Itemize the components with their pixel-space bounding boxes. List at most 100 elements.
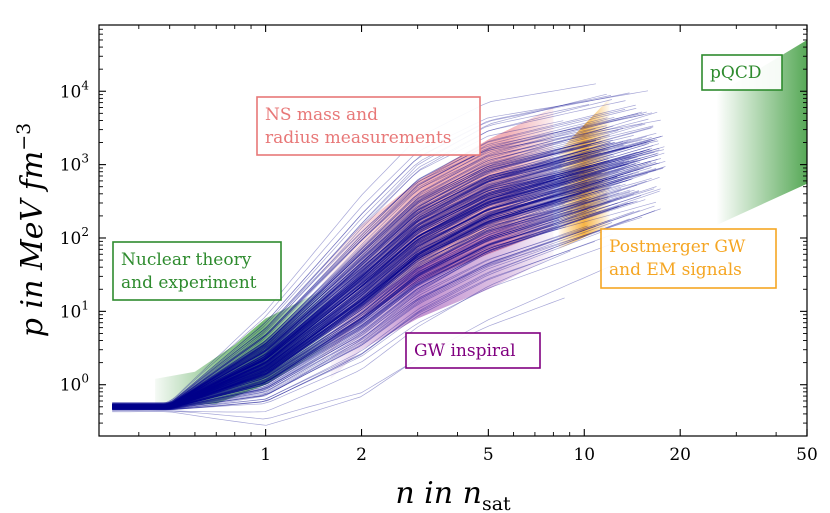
eos-curve	[112, 201, 634, 409]
eos-curve	[112, 208, 661, 410]
eos-curve	[112, 148, 653, 407]
eos-curve	[112, 192, 620, 408]
y-axis-title: p in MeV fm−3	[13, 123, 50, 337]
eos-curve	[112, 155, 615, 407]
eos-curve	[112, 170, 557, 407]
eos-curve	[112, 168, 591, 408]
x-tick-label: 10	[573, 445, 595, 465]
eos-curve	[112, 166, 639, 408]
eos-curve	[112, 181, 572, 407]
nuclear-theory-band	[155, 286, 331, 407]
eos-curve	[112, 107, 637, 405]
eos-curve	[112, 168, 625, 408]
eos-curve	[112, 161, 641, 409]
eos-curve	[112, 154, 658, 407]
eos-curve	[112, 173, 634, 408]
eos-curve	[112, 150, 645, 408]
eos-curve	[112, 205, 595, 409]
eos-curve	[112, 175, 577, 407]
ns-mass-box-line: radius measurements	[265, 128, 452, 148]
eos-curve	[112, 141, 612, 407]
eos-curve	[112, 144, 647, 407]
eos-curve	[112, 161, 652, 408]
eos-curve	[112, 126, 654, 407]
eos-curve	[112, 93, 607, 405]
eos-curve	[112, 219, 573, 409]
eos-curve	[112, 164, 598, 408]
eos-curve	[112, 159, 658, 407]
eos-curve	[112, 167, 598, 406]
eos-curve	[112, 158, 609, 407]
eos-curve	[112, 169, 594, 408]
eos-curve	[112, 138, 601, 406]
eos-curve	[112, 176, 618, 407]
eos-curve	[112, 194, 608, 409]
eos-curve	[112, 171, 585, 407]
eos-curve	[112, 190, 605, 408]
eos-curve	[112, 177, 652, 408]
ns-mass-box: NS mass and radius measurements	[256, 96, 481, 156]
eos-curve	[112, 193, 607, 409]
x-tick-label: 50	[796, 445, 818, 465]
x-tick-label: 1	[260, 445, 271, 465]
eos-curve	[112, 198, 569, 408]
y-tick-label: 103	[60, 152, 89, 176]
eos-curve	[112, 149, 650, 407]
eos-curve	[112, 139, 655, 407]
eos-curve	[112, 179, 554, 407]
eos-curve	[112, 137, 652, 406]
eos-curve	[112, 153, 613, 406]
eos-curve	[112, 217, 560, 409]
eos-curve	[112, 172, 603, 407]
eos-curve	[112, 160, 651, 408]
eos-curve	[112, 167, 563, 407]
eos-curve	[112, 169, 657, 407]
eos-curve	[112, 183, 626, 408]
gw-inspiral-box: GW inspiral	[405, 332, 541, 369]
eos-curve	[112, 200, 638, 408]
nuclear-theory-box-line: and experiment	[121, 273, 257, 293]
eos-curve	[112, 176, 660, 409]
eos-curve	[112, 143, 660, 407]
eos-curve	[112, 180, 620, 408]
eos-curve	[112, 119, 661, 404]
eos-curve	[112, 160, 629, 407]
eos-curve	[112, 211, 573, 409]
eos-curve	[112, 163, 630, 407]
eos-curve	[112, 135, 634, 406]
eos-curve	[112, 172, 602, 407]
eos-curve	[112, 198, 608, 409]
eos-curve	[112, 146, 665, 408]
x-tick-label: 20	[669, 445, 691, 465]
eos-curve	[112, 163, 627, 407]
eos-curve	[112, 152, 659, 408]
eos-curve	[112, 160, 617, 408]
eos-curve	[112, 197, 600, 408]
eos-curve	[112, 168, 657, 408]
eos-curve	[112, 200, 611, 409]
eos-curve	[112, 152, 665, 408]
postmerger-band	[558, 98, 610, 250]
eos-curve	[112, 198, 576, 408]
eos-curve	[112, 202, 628, 409]
postmerger-box-line: Postmerger GW	[609, 237, 746, 257]
eos-curve	[112, 158, 661, 407]
eos-curve	[112, 150, 652, 407]
eos-curve	[112, 159, 566, 406]
gw-inspiral-box-frame	[405, 332, 541, 369]
eos-curve	[112, 188, 661, 409]
eos-curve	[112, 135, 663, 407]
eos-curve	[112, 225, 588, 410]
eos-curve	[112, 191, 630, 408]
eos-curve	[112, 150, 592, 407]
postmerger-box-line: and EM signals	[609, 260, 742, 280]
eos-curve	[112, 199, 646, 409]
eos-curve	[112, 174, 564, 407]
x-axis-title-main: n in n	[395, 476, 482, 511]
eos-curve	[112, 188, 610, 407]
eos-curve	[112, 90, 649, 404]
eos-curve	[112, 147, 575, 406]
eos-curve	[112, 169, 605, 408]
eos-curve	[112, 183, 588, 407]
eos-curve	[112, 250, 571, 413]
